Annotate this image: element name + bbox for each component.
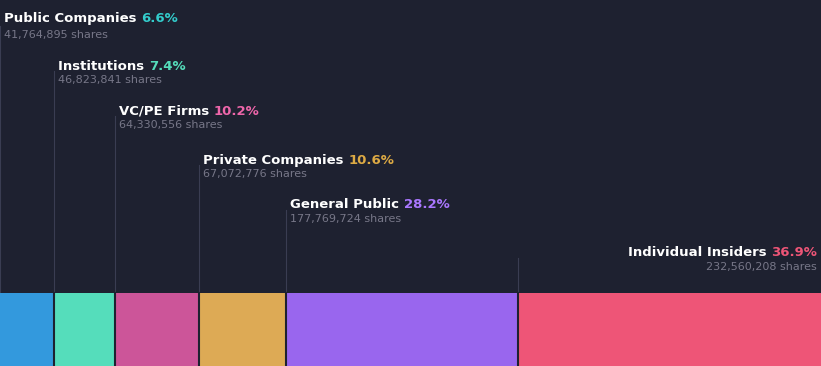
Bar bbox=[286, 293, 518, 366]
Text: 41,764,895 shares: 41,764,895 shares bbox=[4, 30, 108, 40]
Text: 10.6%: 10.6% bbox=[348, 154, 394, 167]
Bar bbox=[518, 293, 821, 366]
Text: 6.6%: 6.6% bbox=[141, 12, 178, 25]
Text: Private Companies: Private Companies bbox=[203, 154, 348, 167]
Bar bbox=[0, 293, 54, 366]
Text: Institutions: Institutions bbox=[58, 60, 149, 73]
Bar bbox=[115, 293, 199, 366]
Text: General Public: General Public bbox=[290, 198, 404, 211]
Text: Public Companies: Public Companies bbox=[4, 12, 141, 25]
Text: 177,769,724 shares: 177,769,724 shares bbox=[290, 214, 401, 224]
Text: VC/PE Firms: VC/PE Firms bbox=[119, 105, 214, 118]
Text: 7.4%: 7.4% bbox=[149, 60, 186, 73]
Text: 10.2%: 10.2% bbox=[214, 105, 259, 118]
Text: Individual Insiders: Individual Insiders bbox=[628, 246, 771, 259]
Text: 64,330,556 shares: 64,330,556 shares bbox=[119, 120, 222, 130]
Text: 67,072,776 shares: 67,072,776 shares bbox=[203, 169, 307, 179]
Text: 28.2%: 28.2% bbox=[404, 198, 449, 211]
Text: 232,560,208 shares: 232,560,208 shares bbox=[706, 262, 817, 272]
Bar bbox=[54, 293, 115, 366]
Text: 46,823,841 shares: 46,823,841 shares bbox=[58, 75, 163, 85]
Text: 36.9%: 36.9% bbox=[771, 246, 817, 259]
Bar bbox=[199, 293, 286, 366]
